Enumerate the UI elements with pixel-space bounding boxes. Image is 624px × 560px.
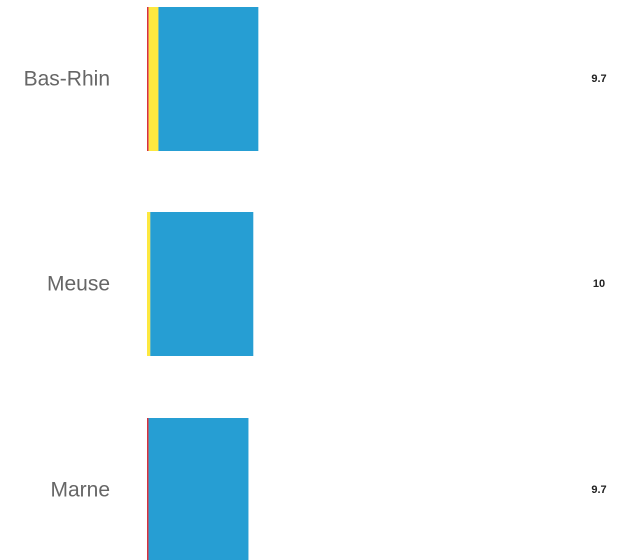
data-label: 10 — [593, 278, 605, 290]
data-label: 9.7 — [591, 484, 606, 496]
category-label: Marne — [50, 479, 110, 502]
bar-segment-marne-0 — [147, 418, 149, 560]
bar-segment-bas-rhin-1 — [148, 7, 159, 151]
category-label: Bas-Rhin — [24, 68, 110, 91]
bar-segment-marne-2 — [148, 418, 249, 560]
data-label: 9.7 — [591, 73, 606, 85]
bar-segment-meuse-1 — [147, 212, 151, 356]
bar-segment-bas-rhin-2 — [158, 7, 259, 151]
bar-segment-meuse-2 — [150, 212, 254, 356]
category-label: Meuse — [47, 273, 110, 296]
bar-segment-bas-rhin-0 — [147, 7, 149, 151]
